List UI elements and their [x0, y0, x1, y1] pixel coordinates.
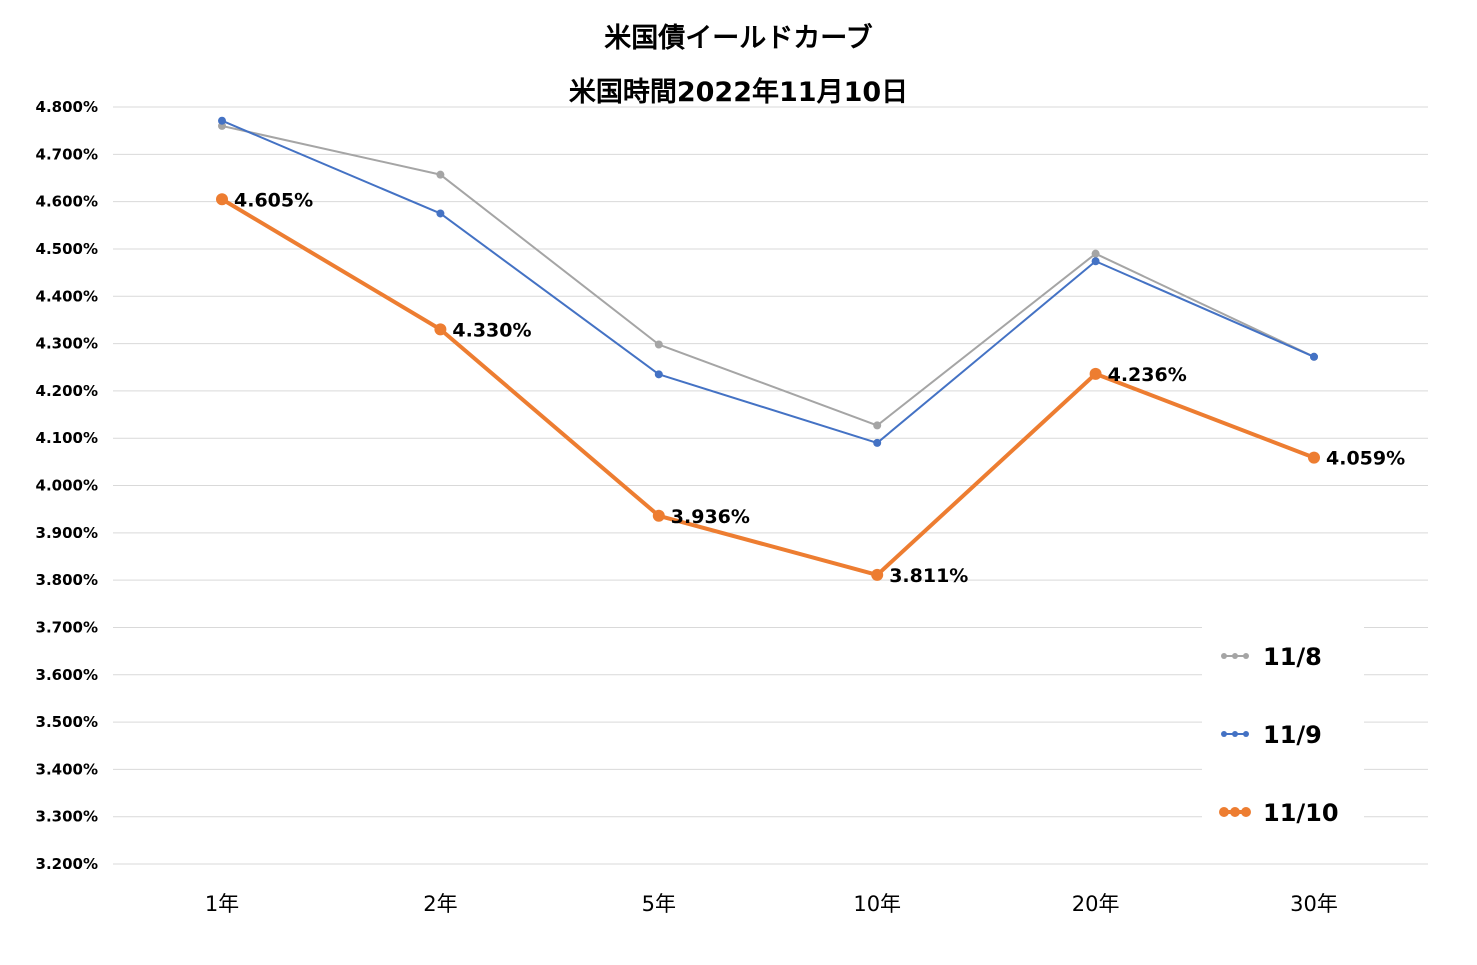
data-point [873, 438, 882, 447]
data-point [434, 323, 447, 336]
data-label: 3.811% [889, 565, 968, 587]
legend-marker-dot [1221, 731, 1227, 737]
data-point [654, 370, 663, 379]
data-point [1310, 352, 1318, 361]
data-point [436, 170, 445, 179]
data-point [1308, 451, 1320, 464]
series-line [221, 124, 1315, 427]
y-tick-label: 3.600% [36, 666, 98, 684]
legend-marker-dot [1243, 731, 1249, 737]
legend-label: 11/10 [1263, 799, 1339, 827]
data-point [871, 568, 884, 581]
y-tick-label: 4.200% [36, 382, 98, 400]
y-tick-label: 4.600% [36, 193, 98, 211]
y-tick-label: 4.100% [36, 429, 98, 447]
y-tick-label: 4.700% [36, 145, 98, 163]
x-tick-label: 20年 [1072, 892, 1120, 916]
data-point [873, 421, 882, 430]
data-label: 4.605% [234, 189, 313, 211]
data-label: 4.059% [1326, 448, 1405, 470]
data-point [216, 193, 228, 206]
data-label: 4.236% [1108, 364, 1187, 386]
legend-marker-dot [1230, 807, 1240, 817]
legend-marker-dot [1219, 807, 1229, 817]
legend-marker-dot [1232, 731, 1238, 737]
data-label: 4.330% [452, 319, 531, 341]
legend-marker-dot [1243, 653, 1249, 659]
y-tick-label: 3.500% [36, 713, 98, 731]
legend-box [1202, 624, 1364, 836]
legend-marker-dot [1241, 807, 1251, 817]
series-line [220, 197, 1315, 577]
data-point [654, 340, 663, 349]
y-tick-label: 4.300% [36, 335, 98, 353]
data-point [652, 509, 665, 522]
y-tick-label: 4.000% [36, 477, 98, 495]
data-point [1089, 367, 1102, 380]
legend-marker-dot [1221, 653, 1227, 659]
y-tick-label: 4.500% [36, 240, 98, 258]
data-label: 3.936% [671, 506, 750, 528]
x-tick-label: 2年 [423, 892, 457, 916]
x-tick-label: 5年 [642, 892, 676, 916]
y-tick-label: 3.800% [36, 571, 98, 589]
data-point [1091, 257, 1100, 266]
y-tick-label: 3.900% [36, 524, 98, 542]
data-point [436, 209, 445, 218]
y-tick-label: 4.800% [36, 98, 98, 116]
x-tick-label: 10年 [853, 892, 901, 916]
series-line [221, 119, 1315, 444]
data-point [1091, 249, 1100, 258]
legend-label: 11/9 [1263, 721, 1322, 749]
data-point [218, 116, 226, 125]
legend-marker-dot [1232, 653, 1238, 659]
chart-title: 米国債イールドカーブ [604, 23, 873, 54]
y-tick-label: 3.200% [36, 855, 98, 873]
y-tick-label: 4.400% [36, 287, 98, 305]
x-tick-label: 30年 [1290, 892, 1338, 916]
chart-subtitle: 米国時間2022年11月10日 [568, 77, 909, 108]
y-tick-label: 3.400% [36, 760, 98, 778]
x-tick-label: 1年 [205, 892, 239, 916]
y-tick-label: 3.700% [36, 618, 98, 636]
y-tick-label: 3.300% [36, 808, 98, 826]
legend-label: 11/8 [1263, 643, 1322, 671]
